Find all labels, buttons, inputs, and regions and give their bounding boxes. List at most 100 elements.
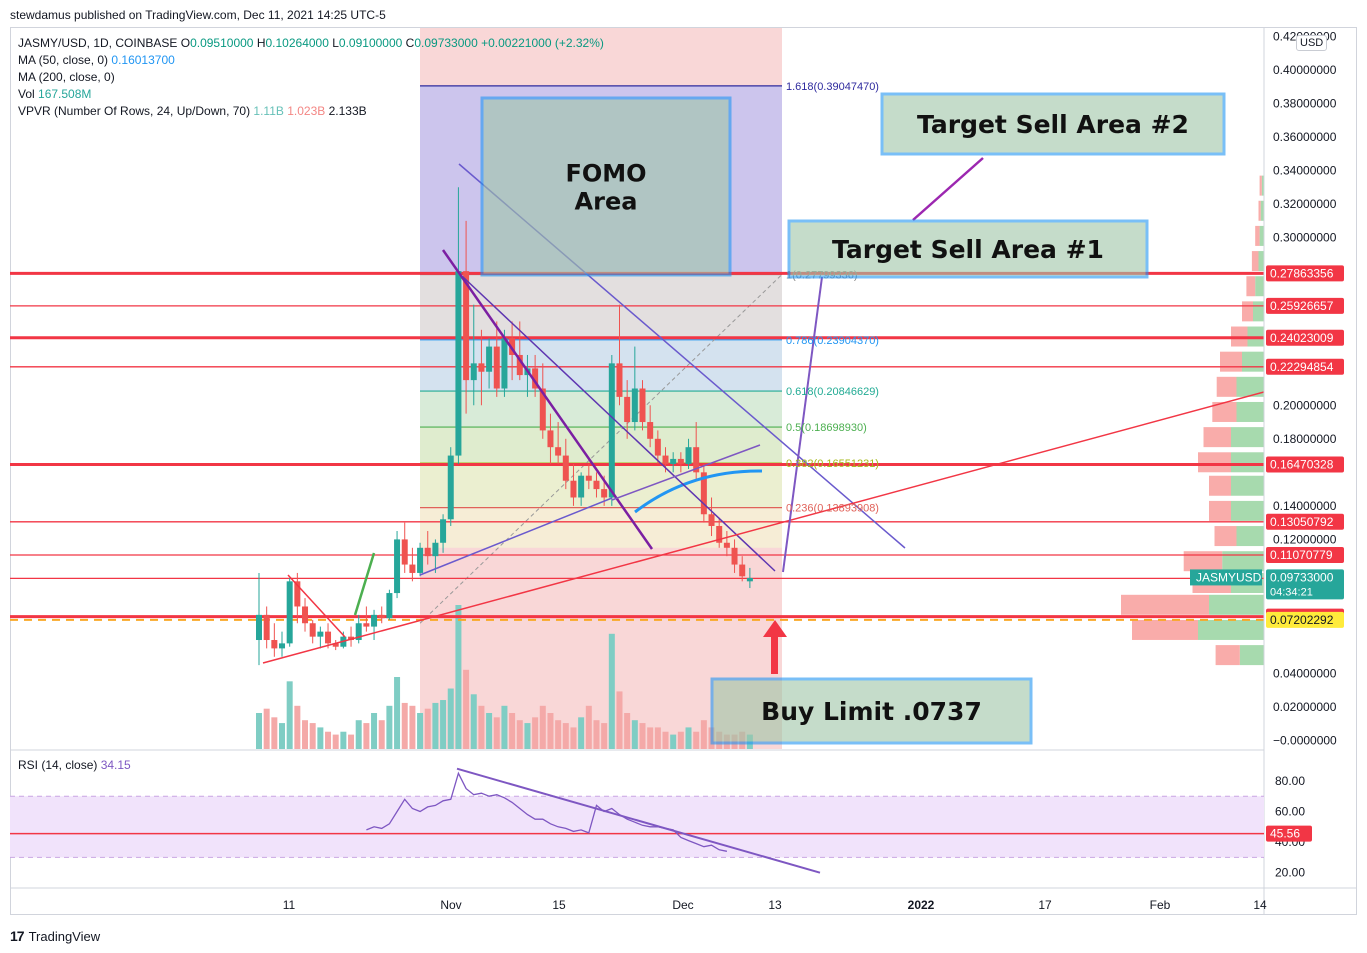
buy-limit-label: Buy Limit .0737 [761, 697, 982, 726]
volume-bar [616, 691, 623, 749]
legend-ma50-label[interactable]: MA (50, close, 0) [18, 53, 109, 67]
footer-brand[interactable]: 17 TradingView [10, 928, 100, 944]
volume-bar [624, 713, 631, 749]
candle-body [624, 396, 631, 423]
tradingview-logo-icon: 17 [10, 928, 25, 944]
fib-label: 0.618(0.20846629) [786, 386, 879, 398]
volume-bar [340, 731, 347, 749]
candle-body [601, 489, 608, 498]
trendline [287, 574, 346, 638]
candle-body [371, 614, 378, 627]
candle-body [279, 643, 286, 649]
volume-bar [532, 717, 539, 749]
volume-bar [578, 717, 585, 749]
candle-body [463, 271, 470, 381]
candle-body [417, 547, 424, 573]
candle-body [685, 447, 692, 464]
time-tick-label: Nov [440, 898, 461, 912]
legend-c-label: C [405, 36, 415, 50]
price-tick-label: 0.12000000 [1273, 532, 1337, 546]
buy-limit-box [710, 677, 1033, 745]
volume-bar [670, 734, 677, 749]
legend-close: 0.09733000 [414, 36, 478, 50]
candle-body [723, 542, 730, 548]
volume-bar [685, 727, 692, 749]
volume-bar [593, 720, 600, 749]
rsi-tick-label: 80.00 [1275, 774, 1305, 788]
candle-body [639, 388, 646, 423]
candle-body [562, 455, 569, 481]
candle-body [271, 640, 278, 649]
fib-zone [420, 507, 782, 548]
legend-symbol-row: JASMY/USD, 1D, COINBASE O0.09510000 H0.1… [18, 35, 604, 52]
level-price-tag [1266, 265, 1344, 282]
vpvr-up-bar [1260, 200, 1264, 221]
level-price-tag-text: 0.24023009 [1270, 331, 1334, 345]
volume-bar [486, 713, 493, 749]
fib-label: 1.618(0.39047470) [786, 81, 879, 93]
vpvr-down-bar [1203, 427, 1231, 448]
candle-body [401, 539, 408, 565]
volume-bar [386, 705, 393, 749]
rsi-level-tag-text: 45.56 [1270, 827, 1300, 841]
candle-body [309, 623, 316, 637]
vpvr-up-bar [1231, 452, 1264, 473]
legend-vol-label[interactable]: Vol [18, 87, 35, 101]
volume-bar [348, 734, 355, 749]
vpvr-down-bar [1255, 225, 1260, 246]
vpvr-down-bar [1246, 276, 1256, 297]
time-tick-label: 15 [552, 898, 566, 912]
candle-body [746, 577, 753, 582]
candle-body [455, 271, 462, 456]
vpvr-up-bar [1242, 351, 1264, 372]
vpvr-down-bar [1215, 645, 1240, 666]
volume-bar [547, 713, 554, 749]
level-price-tag-text: 0.22294854 [1270, 360, 1334, 374]
volume-bar [677, 731, 684, 749]
rsi-legend-label[interactable]: RSI (14, close) [18, 758, 98, 772]
candle-body [486, 346, 493, 372]
candle-body [516, 354, 523, 376]
volume-bar [294, 705, 301, 749]
legend-symbol[interactable]: JASMY/USD, 1D, COINBASE [18, 36, 178, 50]
rsi-level-tag [1266, 825, 1312, 842]
candle-body [532, 368, 539, 389]
volume-bar [509, 713, 516, 749]
level-price-tag [1266, 513, 1344, 530]
volume-bar [401, 702, 408, 749]
volume-bar [463, 669, 470, 749]
candle-body [501, 338, 508, 389]
legend-vpvr-label[interactable]: VPVR (Number Of Rows, 24, Up/Down, 70) [18, 104, 251, 118]
volume-bar [570, 727, 577, 749]
currency-button[interactable]: USD [1296, 35, 1328, 51]
candle-body [386, 593, 393, 619]
legend-high: 0.10264000 [265, 36, 329, 50]
vpvr-up-bar [1255, 276, 1264, 297]
symbol-tag [1190, 569, 1262, 586]
legend-ma200-label[interactable]: MA (200, close, 0) [18, 70, 115, 84]
candle-body [616, 363, 623, 397]
volume-bar [608, 633, 615, 749]
vpvr-down-bar [1212, 401, 1237, 422]
trendline [461, 275, 776, 572]
volume-bar [409, 705, 416, 749]
trendline [262, 391, 1264, 664]
symbol-tag-text: JASMYUSD [1196, 570, 1262, 584]
vpvr-up-bar [1198, 619, 1264, 640]
time-tick-label: 14 [1253, 898, 1267, 912]
legend-vpvr-row: VPVR (Number Of Rows, 24, Up/Down, 70) 1… [18, 103, 604, 120]
legend-ma50-row: MA (50, close, 0) 0.16013700 [18, 52, 604, 69]
fib-label: 0.382(0.16551231) [786, 458, 879, 470]
volume-bar [470, 694, 477, 749]
vpvr-down-bar [1242, 301, 1253, 322]
vpvr-up-bar [1258, 251, 1264, 272]
vpvr-up-bar [1239, 645, 1264, 666]
rsi-tick-label: 60.00 [1275, 805, 1305, 819]
volume-bar [332, 734, 339, 749]
buy-arrow-shaft [771, 634, 778, 674]
candle-body [539, 388, 546, 431]
price-tick-label: 0.32000000 [1273, 197, 1337, 211]
rsi-band [10, 796, 1264, 858]
candle-body [555, 447, 562, 456]
